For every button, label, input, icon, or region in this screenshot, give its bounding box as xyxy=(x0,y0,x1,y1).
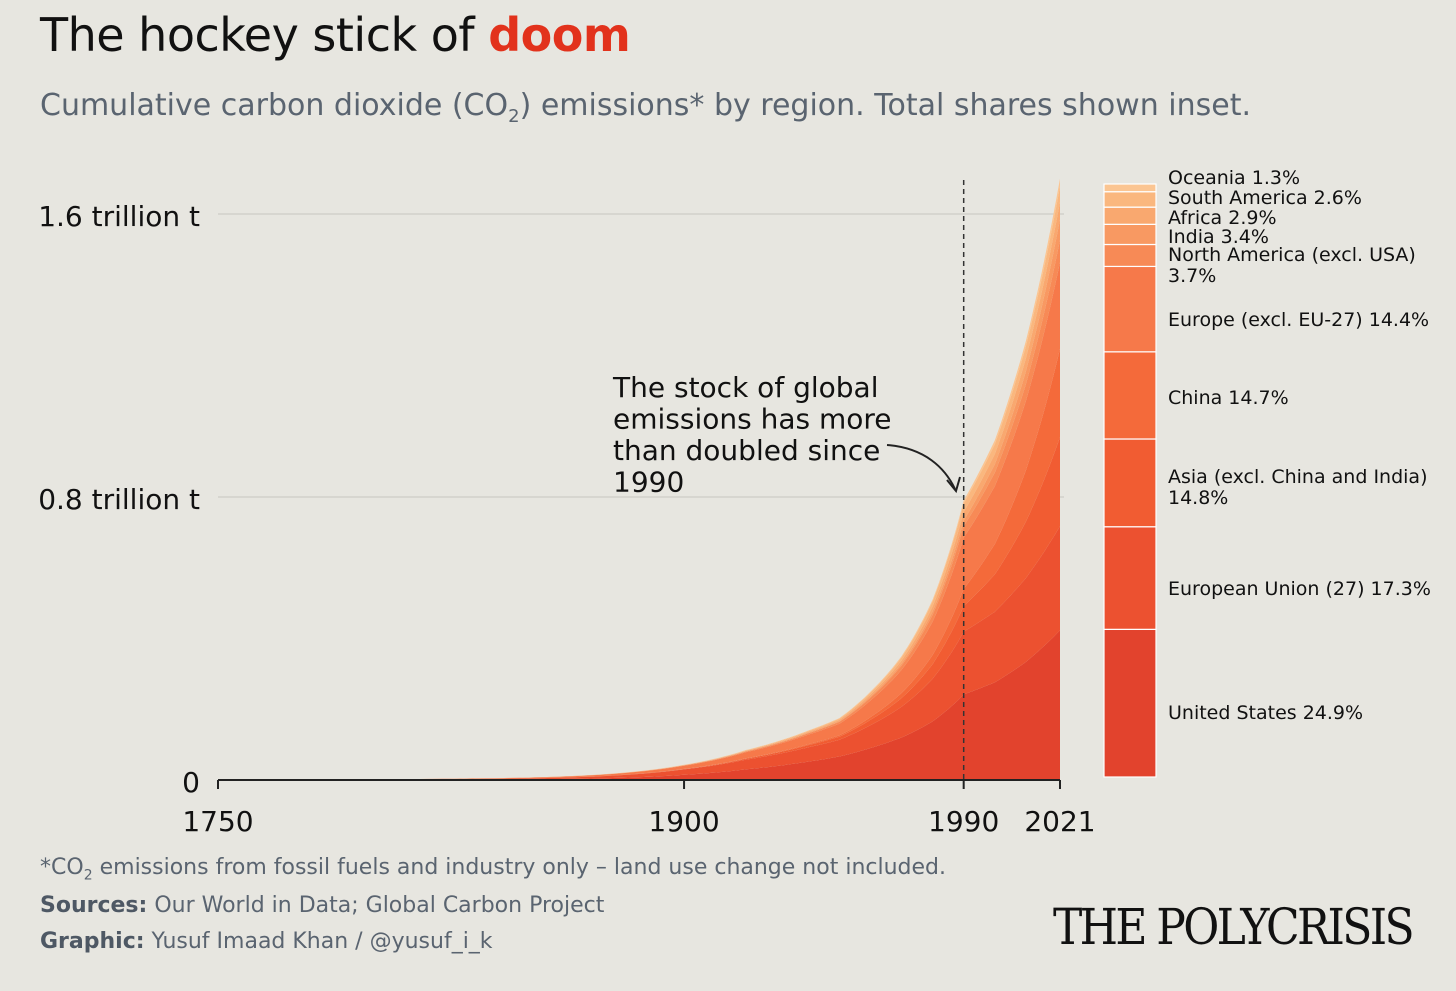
legend-segment-oceania xyxy=(1103,183,1157,193)
legend-label: India 3.4% xyxy=(1168,226,1269,248)
legend-label: 14.8% xyxy=(1168,487,1228,509)
legend-label: Africa 2.9% xyxy=(1168,207,1277,229)
legend-label: South America 2.6% xyxy=(1168,187,1362,209)
annotation-line: emissions has more xyxy=(613,403,892,436)
stacked-areas xyxy=(218,178,1060,781)
footnote-post: emissions from fossil fuels and industry… xyxy=(92,855,946,880)
y-tick-label: 1.6 trillion t xyxy=(38,200,200,233)
annotation-line: 1990 xyxy=(613,466,684,499)
legend-label: Asia (excl. China and India) xyxy=(1168,466,1427,488)
legend-label: Oceania 1.3% xyxy=(1168,167,1300,189)
axes: 1750 1900 1990 2021 xyxy=(182,779,1096,838)
sources-label: Sources: xyxy=(40,893,148,918)
subtitle-pre: Cumulative carbon dioxide (CO xyxy=(40,88,509,123)
legend-segment-european-union-27- xyxy=(1103,526,1157,630)
footnote-subscript: 2 xyxy=(83,867,93,884)
legend-segment-europe-excl-eu-27- xyxy=(1103,265,1157,353)
graphic-label: Graphic: xyxy=(40,929,145,954)
footnote: *CO2 emissions from fossil fuels and ind… xyxy=(40,855,946,883)
annotation-line: The stock of global xyxy=(612,371,878,404)
legend-label: United States 24.9% xyxy=(1168,702,1363,724)
legend-label: Europe (excl. EU-27) 14.4% xyxy=(1168,309,1429,331)
legend-segment-asia-excl-china-and-india- xyxy=(1103,438,1157,528)
chart-subtitle: Cumulative carbon dioxide (CO2) emission… xyxy=(40,88,1251,127)
legend-segment-china xyxy=(1103,351,1157,440)
title-prefix: The hockey stick of xyxy=(40,8,475,62)
title-accent: doom xyxy=(488,8,631,62)
legend-label: North America (excl. USA) xyxy=(1168,244,1416,266)
footnote-pre: *CO xyxy=(40,855,84,880)
legend-segment-united-states xyxy=(1103,628,1157,778)
legend-segment-africa xyxy=(1103,206,1157,225)
legend-segment-south-america xyxy=(1103,191,1157,208)
x-tick-label: 1900 xyxy=(648,805,719,838)
legend-segment-north-america-excl-usa- xyxy=(1103,243,1157,268)
x-tick-label: 1990 xyxy=(928,805,999,838)
brand-logo: THE POLYCRISIS xyxy=(1052,898,1415,956)
sources-line: Sources: Our World in Data; Global Carbo… xyxy=(40,893,604,918)
y-tick-label: 0.8 trillion t xyxy=(38,483,200,516)
legend-label: 3.7% xyxy=(1168,265,1216,287)
y-tick-label: 0 xyxy=(182,766,200,799)
x-tick-label: 2021 xyxy=(1024,805,1095,838)
share-legend: United States 24.9% European Union (27) 1… xyxy=(1103,167,1431,778)
graphic-credit-line: Graphic: Yusuf Imaad Khan / @yusuf_i_k xyxy=(40,929,493,954)
legend-segment-india xyxy=(1103,223,1157,246)
annotation-line: than doubled since xyxy=(613,434,880,467)
graphic-text: Yusuf Imaad Khan / @yusuf_i_k xyxy=(144,929,493,954)
arrow-head-icon xyxy=(946,476,961,494)
gridlines: 0 0.8 trillion t 1.6 trillion t xyxy=(38,200,1064,799)
legend-label: China 14.7% xyxy=(1168,387,1289,409)
subtitle-subscript: 2 xyxy=(508,106,520,127)
legend-label: European Union (27) 17.3% xyxy=(1168,578,1431,600)
annotation-arrow xyxy=(886,444,956,490)
x-tick-label: 1750 xyxy=(182,805,253,838)
area-united-states xyxy=(218,630,1060,780)
sources-text: Our World in Data; Global Carbon Project xyxy=(147,893,605,918)
subtitle-post: ) emissions* by region. Total shares sho… xyxy=(519,88,1251,123)
chart-title: The hockey stick of doom xyxy=(40,8,631,62)
